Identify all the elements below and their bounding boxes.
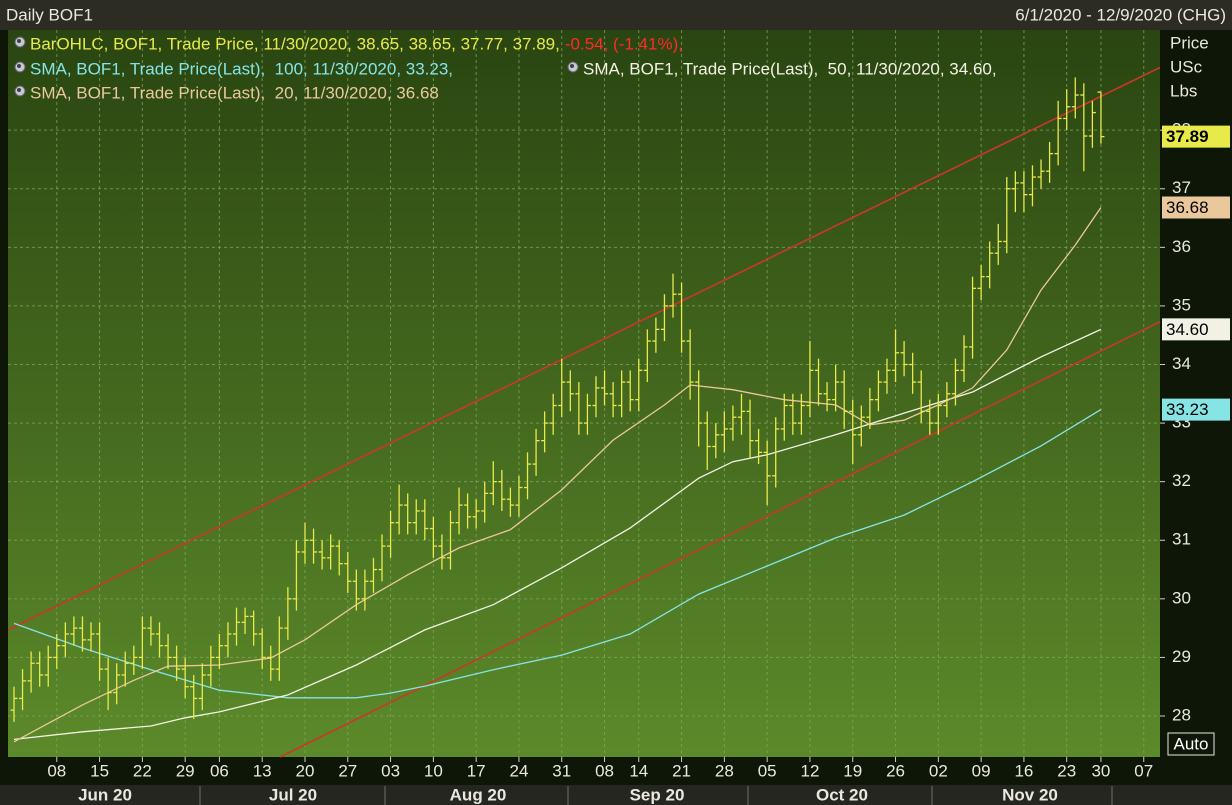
legend-change: -0.54, (-1.41%), [565,34,683,53]
x-tick-label: 30 [1091,761,1110,780]
x-tick-label: 19 [843,761,862,780]
moving-average [13,207,1102,743]
x-tick-label: 14 [629,761,648,780]
moving-average [13,409,1102,699]
y-axis-label: USc [1170,57,1203,76]
x-tick-label: 07 [1134,761,1153,780]
legend-icon-dot [570,64,574,68]
legend-entry: BarOHLC, BOF1, Trade Price, 11/30/2020, … [30,34,560,53]
x-tick-label: 28 [715,761,734,780]
last-value-box [1162,125,1230,148]
axes: 2829303132333435363738081522290613202703… [47,33,1230,805]
last-value-label: 34.60 [1166,320,1209,339]
x-tick-label: 13 [253,761,272,780]
month-band [0,785,1232,805]
grid [8,30,1160,757]
last-value-box [1162,398,1230,421]
trend-line [279,321,1161,758]
header-bar [0,0,1232,30]
x-tick-label: 27 [338,761,357,780]
x-tick-label: 08 [595,761,614,780]
month-label: Jun 20 [78,785,132,804]
x-tick-label: 26 [886,761,905,780]
y-tick-label: 29 [1172,647,1191,666]
x-tick-label: 12 [800,761,819,780]
x-tick-label: 10 [424,761,443,780]
x-tick-label: 23 [1057,761,1076,780]
y-tick-label: 32 [1172,471,1191,490]
auto-button[interactable]: Auto [1174,734,1209,753]
x-tick-label: 02 [929,761,948,780]
month-label: Aug 20 [450,785,507,804]
y-tick-label: 36 [1172,237,1191,256]
auto-button-frame[interactable] [1167,732,1215,756]
y-axis-label: Price [1170,33,1209,52]
x-tick-label: 09 [972,761,991,780]
legend-icon-dot [17,39,21,43]
x-tick-label: 08 [47,761,66,780]
x-tick-label: 22 [133,761,152,780]
x-tick-label: 16 [1014,761,1033,780]
month-label: Nov 20 [1002,785,1058,804]
x-tick-label: 03 [381,761,400,780]
last-value-box [1162,318,1230,341]
legend-icon-dot [17,64,21,68]
month-label: Oct 20 [816,785,868,804]
x-tick-label: 06 [210,761,229,780]
legend-entry: SMA, BOF1, Trade Price(Last), 100, 11/30… [30,59,453,78]
legend-entry: SMA, BOF1, Trade Price(Last), 50, 11/30/… [583,59,997,78]
x-tick-label: 15 [90,761,109,780]
y-tick-label: 30 [1172,588,1191,607]
marks [7,66,1161,758]
x-tick-label: 24 [509,761,528,780]
legend-icon-dot [17,88,21,92]
last-value-label: 36.68 [1166,198,1209,217]
x-tick-label: 29 [176,761,195,780]
last-value-box [1162,196,1230,219]
y-tick-label: 34 [1172,354,1191,373]
y-axis-label: Lbs [1170,81,1197,100]
month-label: Jul 20 [269,785,317,804]
y-tick-label: 28 [1172,705,1191,724]
y-tick-label: 31 [1172,530,1191,549]
x-tick-label: 20 [296,761,315,780]
legend-entry: SMA, BOF1, Trade Price(Last), 20, 11/30/… [30,83,439,102]
month-label: Sep 20 [630,785,685,804]
x-tick-label: 05 [758,761,777,780]
x-tick-label: 21 [672,761,691,780]
legend: BarOHLC, BOF1, Trade Price, 11/30/2020, … [14,34,997,102]
trend-line [7,66,1161,631]
y-tick-label: 37 [1172,178,1191,197]
y-tick-label: 35 [1172,295,1191,314]
x-tick-label: 17 [467,761,486,780]
date-range: 6/1/2020 - 12/9/2020 (CHG) [1015,5,1226,24]
moving-average [13,328,1102,741]
x-tick-label: 31 [552,761,571,780]
last-value-label: 37.89 [1166,127,1209,146]
chart-title: Daily BOF1 [6,5,93,24]
last-value-label: 33.23 [1166,400,1209,419]
